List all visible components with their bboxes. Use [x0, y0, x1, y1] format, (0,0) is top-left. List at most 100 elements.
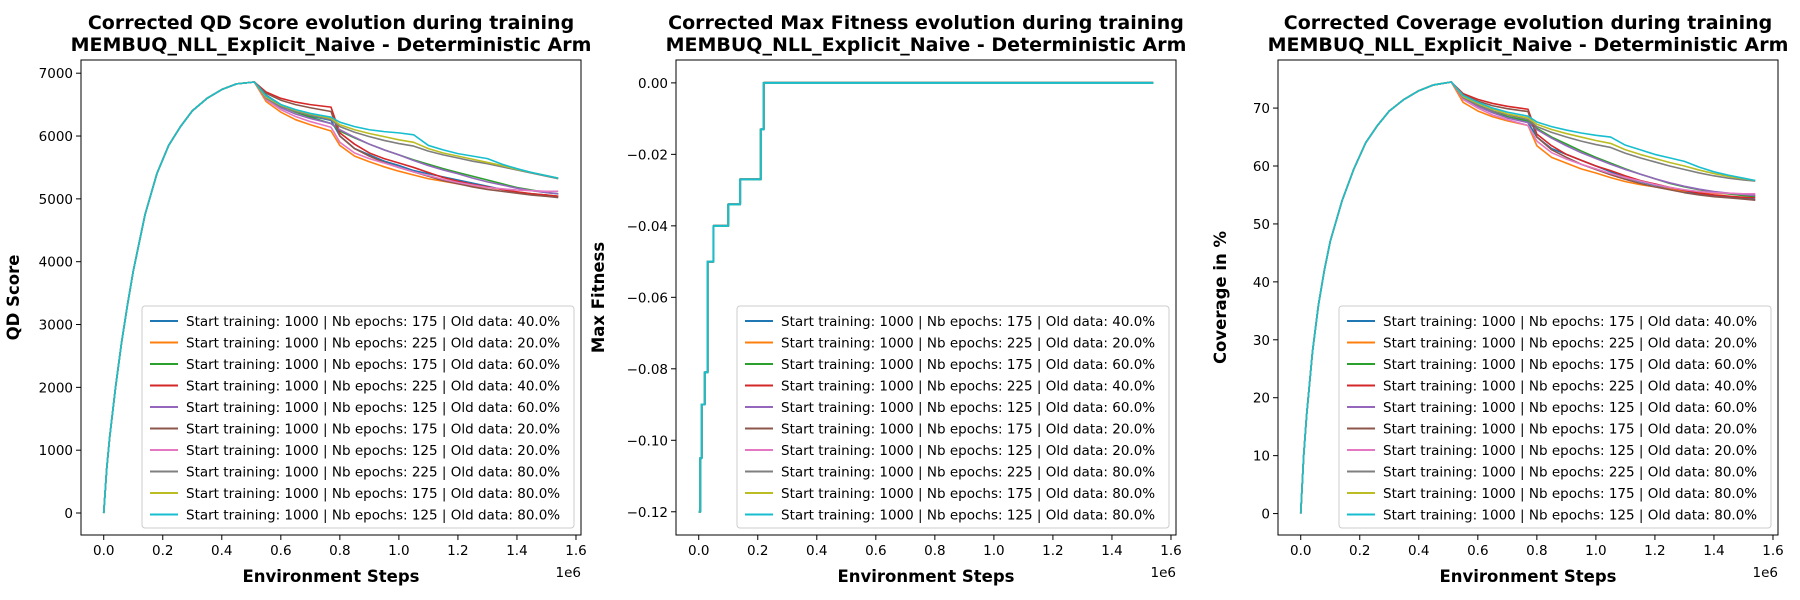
legend-entry-1: Start training: 1000 | Nb epochs: 175 | …: [1383, 314, 1757, 330]
chart-title: Corrected Coverage evolution during trai…: [1284, 12, 1773, 34]
x-tick-label: 0.8: [1526, 543, 1547, 559]
legend-entry-10: Start training: 1000 | Nb epochs: 125 | …: [781, 508, 1155, 524]
legend-entry-3: Start training: 1000 | Nb epochs: 175 | …: [186, 357, 560, 373]
series-group: [1299, 81, 1756, 514]
x-tick-label: 0.8: [924, 543, 945, 559]
x-tick-label: 1.4: [506, 543, 527, 559]
legend-entry-5: Start training: 1000 | Nb epochs: 125 | …: [781, 400, 1155, 416]
x-tick-label: 0.4: [1408, 543, 1429, 559]
x-tick-label: 1.2: [447, 543, 468, 559]
chart-subtitle: MEMBUQ_NLL_Explicit_Naive - Deterministi…: [666, 34, 1187, 56]
y-tick-label: 2000: [39, 380, 73, 396]
legend-entry-9: Start training: 1000 | Nb epochs: 175 | …: [186, 486, 560, 502]
x-tick-label: 0.2: [1349, 543, 1370, 559]
axes-frame: [80, 59, 582, 536]
y-tick-label: −0.04: [627, 219, 668, 235]
legend-entry-5: Start training: 1000 | Nb epochs: 125 | …: [1383, 400, 1757, 416]
legend-entry-2: Start training: 1000 | Nb epochs: 225 | …: [186, 336, 560, 352]
legend-entry-7: Start training: 1000 | Nb epochs: 125 | …: [1383, 443, 1757, 459]
legend-entry-4: Start training: 1000 | Nb epochs: 225 | …: [781, 379, 1155, 395]
x-axis-label: Environment Steps: [837, 567, 1014, 586]
y-axis-label: Coverage in %: [1211, 230, 1230, 364]
x-tick-label: 0.6: [270, 543, 291, 559]
y-tick-label: 0: [64, 506, 73, 522]
y-tick-label: 20: [1253, 391, 1270, 407]
chart-title: Corrected Max Fitness evolution during t…: [668, 12, 1184, 34]
x-tick-label: 1.4: [1703, 543, 1724, 559]
x-tick-label: 1.6: [565, 543, 586, 559]
legend-box: [736, 305, 1170, 529]
x-offset-label: 1e6: [1753, 565, 1778, 581]
x-tick-label: 0.8: [329, 543, 350, 559]
legend-entry-6: Start training: 1000 | Nb epochs: 175 | …: [186, 422, 560, 438]
legend-entry-8: Start training: 1000 | Nb epochs: 225 | …: [186, 465, 560, 481]
legend-entry-7: Start training: 1000 | Nb epochs: 125 | …: [186, 443, 560, 459]
x-tick-label: 0.0: [688, 543, 709, 559]
legend-entry-1: Start training: 1000 | Nb epochs: 175 | …: [186, 314, 560, 330]
legend-entry-6: Start training: 1000 | Nb epochs: 175 | …: [781, 422, 1155, 438]
x-tick-label: 1.6: [1160, 543, 1181, 559]
y-tick-label: −0.12: [627, 505, 668, 521]
series-group: [102, 81, 559, 514]
y-tick-label: 6000: [39, 129, 73, 145]
y-tick-label: 60: [1253, 159, 1270, 175]
y-tick-label: −0.10: [627, 433, 668, 449]
series-line-10: [698, 81, 1154, 513]
legend-entry-3: Start training: 1000 | Nb epochs: 175 | …: [781, 357, 1155, 373]
x-tick-label: 0.6: [1467, 543, 1488, 559]
x-tick-label: 0.0: [93, 543, 114, 559]
legend-box: [141, 305, 575, 529]
y-axis-label: QD Score: [4, 255, 23, 341]
x-offset-label: 1e6: [1151, 565, 1176, 581]
legend-entry-8: Start training: 1000 | Nb epochs: 225 | …: [1383, 465, 1757, 481]
x-tick-label: 1.0: [1585, 543, 1606, 559]
legend-entry-9: Start training: 1000 | Nb epochs: 175 | …: [1383, 486, 1757, 502]
legend-entry-4: Start training: 1000 | Nb epochs: 225 | …: [1383, 379, 1757, 395]
x-tick-label: 0.2: [152, 543, 173, 559]
x-axis-label: Environment Steps: [1439, 567, 1616, 586]
x-offset-label: 1e6: [556, 565, 581, 581]
y-tick-label: 1000: [39, 443, 73, 459]
y-tick-label: 50: [1253, 217, 1270, 233]
legend-entry-6: Start training: 1000 | Nb epochs: 175 | …: [1383, 422, 1757, 438]
y-tick-label: 7000: [39, 66, 73, 82]
x-tick-label: 0.4: [806, 543, 827, 559]
legend-entry-2: Start training: 1000 | Nb epochs: 225 | …: [1383, 336, 1757, 352]
x-axis-label: Environment Steps: [242, 567, 419, 586]
legend: Start training: 1000 | Nb epochs: 175 | …: [736, 305, 1170, 529]
chart-panel-3: Corrected Coverage evolution during trai…: [1211, 12, 1788, 586]
legend-entry-9: Start training: 1000 | Nb epochs: 175 | …: [781, 486, 1155, 502]
x-tick-label: 0.0: [1290, 543, 1311, 559]
y-tick-label: −0.08: [627, 362, 668, 378]
y-tick-label: −0.02: [627, 147, 668, 163]
x-tick-label: 0.4: [211, 543, 232, 559]
y-axis-label: Max Fitness: [589, 242, 608, 354]
y-tick-label: 3000: [39, 318, 73, 334]
legend: Start training: 1000 | Nb epochs: 175 | …: [1338, 305, 1772, 529]
x-tick-label: 1.4: [1101, 543, 1122, 559]
y-tick-label: 0.00: [638, 76, 668, 92]
y-tick-label: 40: [1253, 275, 1270, 291]
y-tick-label: 70: [1253, 101, 1270, 117]
series-line-10: [1299, 81, 1756, 514]
legend-entry-3: Start training: 1000 | Nb epochs: 175 | …: [1383, 357, 1757, 373]
legend-entry-10: Start training: 1000 | Nb epochs: 125 | …: [186, 508, 560, 524]
legend-entry-2: Start training: 1000 | Nb epochs: 225 | …: [781, 336, 1155, 352]
x-tick-label: 0.6: [865, 543, 886, 559]
legend-entry-10: Start training: 1000 | Nb epochs: 125 | …: [1383, 508, 1757, 524]
y-tick-label: 0: [1261, 507, 1270, 523]
y-tick-label: 5000: [39, 192, 73, 208]
legend-box: [1338, 305, 1772, 529]
series-line-10: [102, 81, 559, 514]
chart-panel-2: Corrected Max Fitness evolution during t…: [589, 12, 1186, 586]
x-tick-label: 1.0: [388, 543, 409, 559]
x-tick-label: 1.2: [1644, 543, 1665, 559]
legend-entry-8: Start training: 1000 | Nb epochs: 225 | …: [781, 465, 1155, 481]
series-group: [698, 81, 1154, 513]
chart-panel-1: Corrected QD Score evolution during trai…: [4, 12, 591, 586]
axes-frame: [1277, 59, 1779, 536]
legend-entry-5: Start training: 1000 | Nb epochs: 125 | …: [186, 400, 560, 416]
chart-title: Corrected QD Score evolution during trai…: [88, 12, 574, 34]
legend-entry-7: Start training: 1000 | Nb epochs: 125 | …: [781, 443, 1155, 459]
